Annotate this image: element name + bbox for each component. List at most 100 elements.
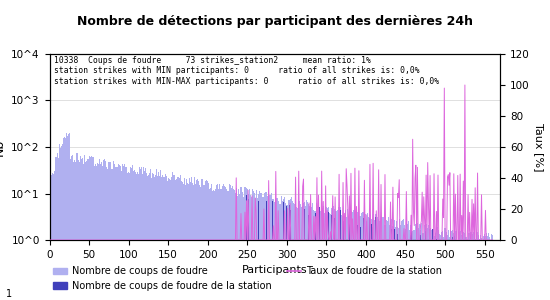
Bar: [184, 178, 185, 300]
Bar: [125, 167, 126, 300]
Bar: [473, 232, 474, 300]
Bar: [301, 207, 303, 300]
Bar: [343, 221, 344, 300]
Bar: [288, 200, 289, 300]
Bar: [434, 236, 435, 300]
Bar: [489, 237, 490, 300]
Bar: [148, 175, 149, 300]
Bar: [440, 235, 441, 300]
Bar: [367, 213, 368, 300]
Bar: [327, 208, 328, 300]
Bar: [451, 231, 452, 300]
Bar: [75, 162, 76, 300]
Bar: [104, 159, 105, 300]
Bar: [358, 212, 359, 300]
Bar: [235, 193, 236, 300]
Bar: [459, 232, 460, 300]
Bar: [223, 184, 224, 300]
Bar: [332, 209, 333, 300]
Bar: [242, 192, 243, 300]
Bar: [137, 172, 138, 300]
Bar: [434, 240, 435, 300]
Y-axis label: Nb: Nb: [0, 138, 6, 156]
Bar: [461, 235, 462, 300]
Bar: [171, 177, 172, 300]
Bar: [257, 198, 258, 300]
Bar: [413, 230, 414, 300]
Bar: [120, 167, 121, 300]
Bar: [421, 224, 422, 300]
Bar: [430, 228, 431, 300]
Bar: [290, 199, 291, 300]
Bar: [316, 203, 317, 300]
Bar: [102, 167, 103, 300]
Bar: [56, 157, 57, 300]
Bar: [117, 167, 118, 300]
Bar: [173, 176, 174, 300]
Bar: [205, 181, 206, 300]
Bar: [140, 169, 141, 300]
Bar: [368, 217, 369, 300]
Bar: [477, 232, 478, 300]
Bar: [110, 161, 111, 300]
Bar: [225, 187, 226, 300]
Bar: [333, 206, 334, 300]
Bar: [188, 184, 189, 300]
Bar: [383, 217, 384, 300]
Bar: [394, 220, 395, 300]
Bar: [179, 178, 180, 300]
Bar: [259, 191, 260, 300]
Bar: [87, 159, 88, 300]
Bar: [155, 175, 156, 300]
Bar: [431, 230, 432, 300]
Bar: [492, 235, 493, 300]
Bar: [190, 182, 191, 300]
Bar: [483, 236, 485, 300]
Bar: [375, 218, 376, 300]
Bar: [174, 175, 175, 300]
Bar: [106, 167, 107, 300]
Bar: [300, 204, 301, 300]
Bar: [245, 188, 246, 300]
Bar: [214, 191, 215, 300]
Bar: [195, 184, 196, 300]
Bar: [119, 163, 120, 300]
Bar: [178, 177, 179, 300]
Bar: [296, 207, 297, 300]
Bar: [419, 237, 420, 300]
Bar: [371, 219, 372, 300]
Bar: [303, 203, 304, 300]
Bar: [416, 226, 417, 300]
Bar: [218, 189, 219, 300]
Bar: [415, 224, 416, 300]
Bar: [94, 166, 95, 300]
Bar: [351, 212, 352, 300]
Bar: [371, 224, 372, 300]
Bar: [202, 182, 204, 300]
Bar: [335, 211, 336, 300]
Bar: [57, 153, 58, 300]
Bar: [77, 153, 78, 300]
Bar: [364, 217, 365, 300]
Bar: [277, 198, 278, 300]
Bar: [349, 215, 350, 300]
Bar: [297, 208, 298, 300]
Bar: [360, 227, 361, 300]
Bar: [266, 201, 267, 300]
Bar: [69, 134, 70, 300]
Bar: [382, 217, 383, 300]
Bar: [315, 213, 316, 300]
Bar: [208, 183, 209, 300]
Bar: [86, 161, 87, 300]
Bar: [100, 164, 101, 300]
Bar: [76, 153, 77, 300]
Bar: [363, 212, 364, 300]
Bar: [292, 201, 293, 300]
Bar: [437, 227, 438, 300]
Bar: [315, 211, 316, 300]
Bar: [397, 227, 398, 300]
Bar: [404, 226, 405, 300]
Bar: [456, 240, 458, 300]
Bar: [99, 159, 100, 300]
Bar: [150, 169, 151, 300]
